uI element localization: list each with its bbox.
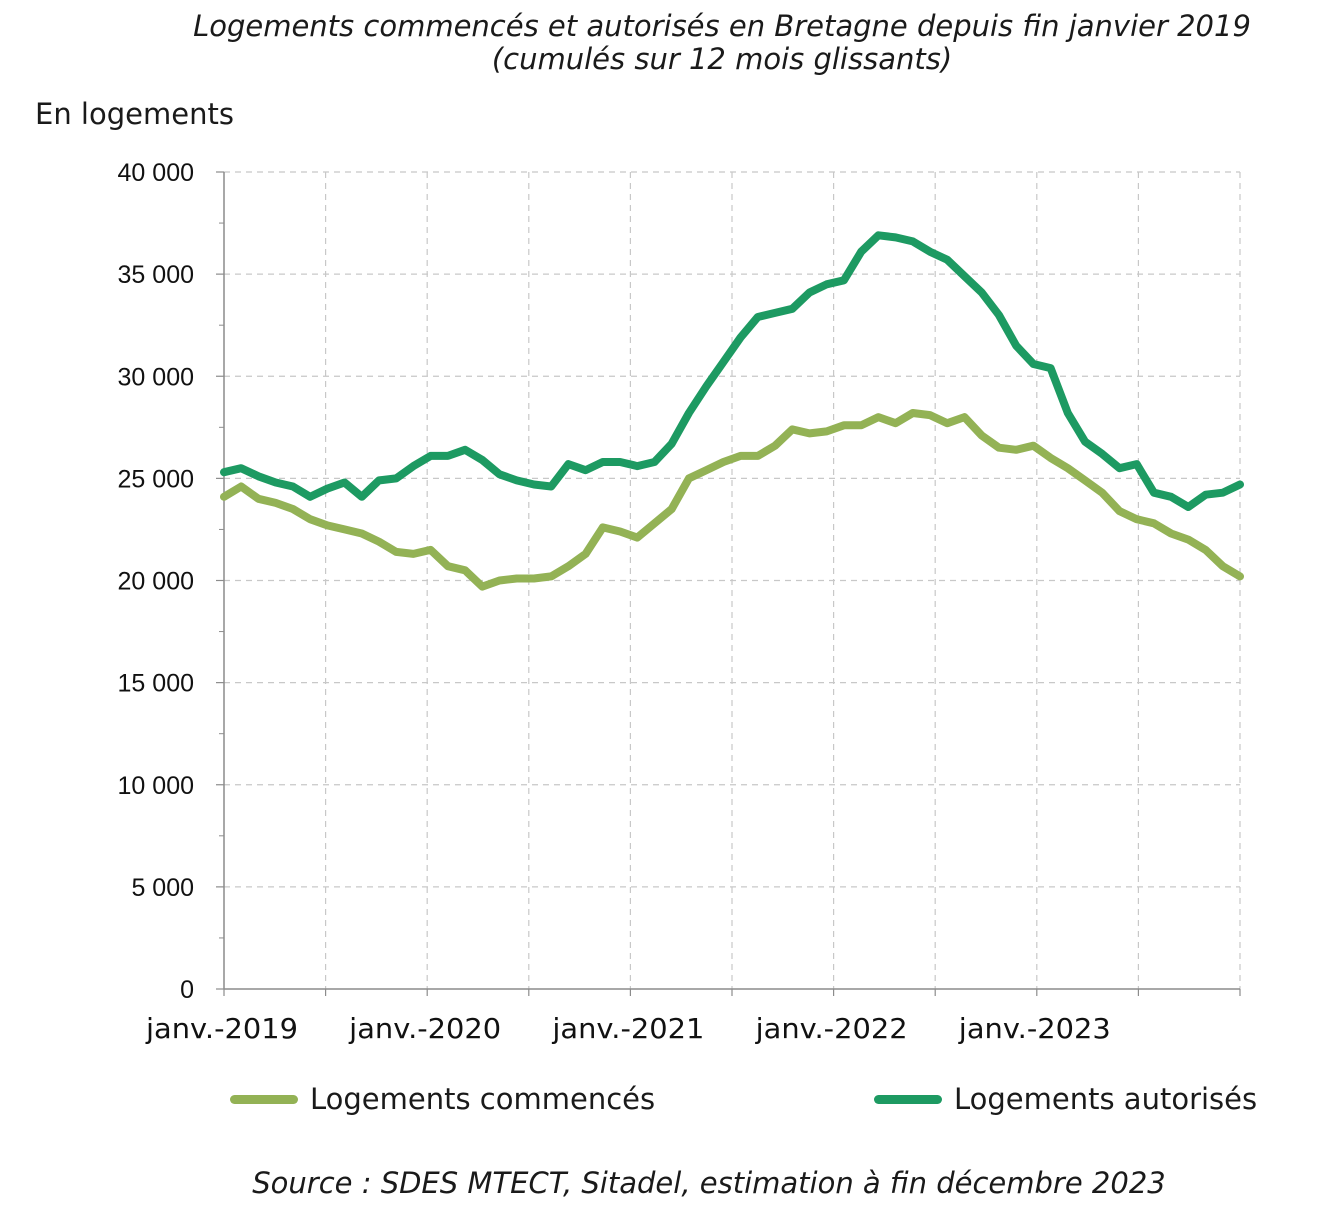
horizontal-gridlines	[224, 171, 1240, 888]
series-lines	[220, 231, 1244, 591]
x-axis-ticks: janv.-2019 janv.-2020 janv.-2021 janv.-2022…	[145, 989, 1241, 1045]
chart-title: Logements commencés et autorisés en Bret…	[0, 10, 1323, 76]
source-note: Source : SDES MTECT, Sitadel, estimation…	[252, 1166, 1166, 1200]
y-axis-unit-label: En logements	[35, 97, 234, 131]
legend-item-autorises: Logements autorisés	[874, 1082, 1257, 1116]
y-tick-label: 0	[180, 976, 194, 1004]
x-tick-label: janv.-2022	[755, 1012, 908, 1045]
legend-swatch-commences	[230, 1094, 298, 1104]
y-tick-label: 15 000	[118, 670, 194, 698]
x-tick-label: janv.-2023	[958, 1012, 1111, 1045]
legend-item-commences: Logements commencés	[230, 1082, 655, 1116]
y-tick-label: 25 000	[118, 465, 194, 493]
vertical-gridlines	[325, 172, 1241, 989]
legend-label-autorises: Logements autorisés	[954, 1082, 1258, 1116]
series-line-commences	[220, 409, 1244, 591]
chart-title-line-1: Logements commencés et autorisés en Bret…	[193, 9, 1251, 43]
series-line-autorises	[220, 231, 1244, 511]
x-tick-label: janv.-2019	[145, 1012, 298, 1045]
y-tick-label: 5 000	[131, 874, 194, 902]
y-tick-label: 40 000	[118, 159, 194, 187]
chart-title-line-2: (cumulés sur 12 mois glissants)	[491, 42, 953, 76]
legend-label-commences: Logements commencés	[310, 1082, 656, 1116]
y-tick-label: 30 000	[118, 363, 194, 391]
y-axis-ticks: 0 5 000 10 000 15 000 20 000 25 000 30 000 35 0…	[118, 159, 224, 1004]
legend: Logements commencés Logements autorisés	[0, 1082, 1323, 1126]
y-tick-label: 10 000	[118, 772, 194, 800]
legend-swatch-autorises	[874, 1094, 942, 1104]
x-tick-label: janv.-2021	[551, 1012, 704, 1045]
y-tick-label: 20 000	[118, 568, 194, 596]
line-chart: 0 5 000 10 000 15 000 20 000 25 000 30 000 35 0…	[118, 159, 1244, 1045]
x-tick-label: janv.-2020	[348, 1012, 501, 1045]
y-tick-label: 35 000	[118, 261, 194, 289]
